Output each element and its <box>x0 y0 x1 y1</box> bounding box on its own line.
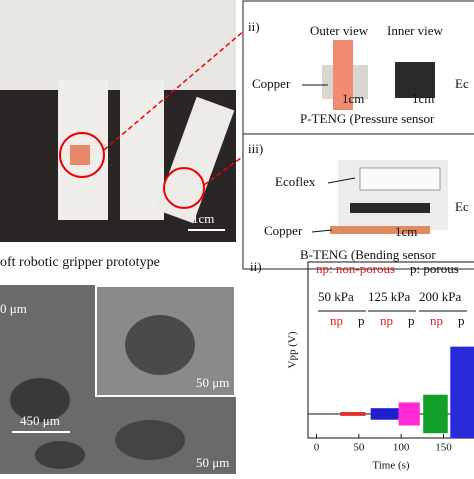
signal-burst <box>423 394 448 434</box>
gripper-body <box>0 0 236 90</box>
view-label: Outer view <box>310 23 369 38</box>
signal-burst <box>450 346 474 438</box>
callout-label: Copper <box>252 76 291 91</box>
x-tick-label: 150 <box>435 442 452 454</box>
scale-label: 1cm <box>342 91 364 106</box>
chart: ii) np: non-porous p: porous 50 kPa 125 kPa 2… <box>250 259 474 472</box>
scale-label: 450 μm <box>20 413 60 428</box>
group-label: p <box>408 313 415 328</box>
ecoflex <box>359 167 441 191</box>
caption: oft robotic gripper prototype <box>0 255 160 270</box>
plot-frame <box>307 261 474 439</box>
scale-label: 1cm <box>395 224 417 239</box>
caption: B-TENG (Bending sensor <box>300 247 436 262</box>
group-label: np <box>430 313 443 328</box>
arrow <box>311 229 333 233</box>
scale-label: 0 μm <box>0 301 27 316</box>
sensor <box>350 203 430 213</box>
caption: P-TENG (Pressure sensor <box>300 111 435 126</box>
pore <box>115 420 185 460</box>
copper <box>333 40 353 110</box>
scale-label: 1cm <box>192 211 214 226</box>
group-label: np <box>330 313 343 328</box>
view-label: Inner view <box>387 23 444 38</box>
sensor-photo <box>395 62 435 98</box>
pressure-label: 50 kPa <box>318 289 354 304</box>
x-tick-label: 100 <box>393 442 410 454</box>
callout <box>103 29 246 151</box>
legend-np: np: non-porous <box>316 261 395 276</box>
pore <box>125 315 195 375</box>
scale-label: 50 μm <box>196 455 229 470</box>
scale-label: 1cm <box>412 91 434 106</box>
group-label: p <box>458 313 465 328</box>
callout-label: Ec <box>455 76 469 91</box>
pressure-label: 200 kPa <box>419 289 461 304</box>
finger <box>120 80 164 220</box>
callout <box>203 154 246 186</box>
y-axis-label: Vpp (V) <box>287 331 299 368</box>
x-tick-label: 0 <box>314 442 320 454</box>
callout-label: Ec <box>455 199 469 214</box>
signal-burst <box>340 412 366 416</box>
pore <box>35 441 85 469</box>
pressure-label: 125 kPa <box>368 289 410 304</box>
scale-label: 50 μm <box>196 375 229 390</box>
panel-label: iii) <box>248 141 263 156</box>
callout-label: Copper <box>264 223 303 238</box>
x-axis-label: Time (s) <box>372 460 410 472</box>
group-label: np <box>380 313 393 328</box>
finger <box>155 96 235 224</box>
arrow <box>327 177 356 184</box>
pore <box>10 378 70 422</box>
x-tick-label: 50 <box>353 442 365 454</box>
highlight <box>59 132 105 178</box>
signal-burst <box>370 408 399 420</box>
copper <box>330 226 430 234</box>
signal-burst <box>398 402 420 426</box>
highlight <box>163 167 205 209</box>
sensor <box>70 145 90 165</box>
callout-label: Ecoflex <box>275 174 316 189</box>
panel-label: ii) <box>248 19 260 34</box>
group-label: p <box>358 313 365 328</box>
legend-p: p: porous <box>410 261 459 276</box>
panel-label: ii) <box>250 259 262 274</box>
